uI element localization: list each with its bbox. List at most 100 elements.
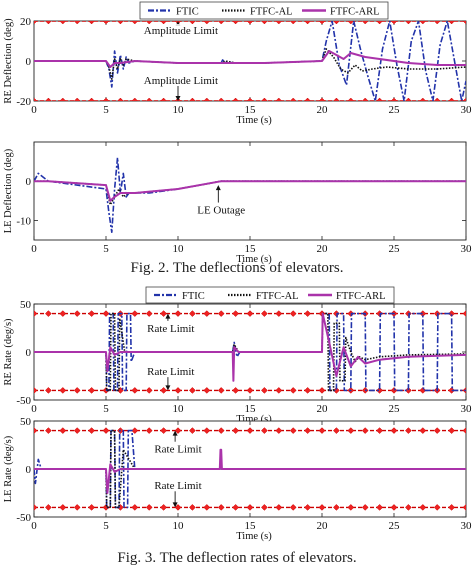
x-tick-label: 20 <box>317 403 329 415</box>
limit-marker <box>217 504 225 511</box>
legend-entry: FTIC <box>182 291 205 302</box>
limit-marker <box>131 21 139 25</box>
annotation-arrowhead <box>215 185 221 191</box>
limit-marker <box>102 504 110 511</box>
limit-marker <box>361 97 369 101</box>
limit-marker <box>462 504 466 511</box>
limit-marker <box>102 21 110 25</box>
limit-marker <box>88 427 95 434</box>
limit-marker <box>217 427 225 434</box>
limit-marker <box>59 427 67 434</box>
limit-marker <box>59 21 67 25</box>
limit-marker <box>433 97 441 101</box>
x-tick-label: 30 <box>461 104 473 116</box>
x-axis-label: Time (s) <box>236 115 272 126</box>
limit-marker <box>232 427 239 434</box>
x-tick-label: 15 <box>245 520 257 532</box>
series-ftfc-arl <box>34 50 466 68</box>
limit-marker <box>304 387 311 394</box>
limit-marker <box>160 310 167 317</box>
limit-marker <box>189 387 196 394</box>
limit-marker <box>131 387 139 394</box>
y-tick-label: 20 <box>20 16 32 28</box>
figure-caption: Fig. 2. The deflections of elevators. <box>130 260 343 276</box>
limit-marker <box>405 427 412 434</box>
annotation-arrowhead <box>172 430 178 436</box>
plot-content <box>34 21 466 101</box>
limit-marker <box>261 97 268 101</box>
x-tick-label: 10 <box>173 243 185 255</box>
limit-marker <box>289 310 297 317</box>
plot-area <box>33 141 467 241</box>
annotation-arrowhead <box>172 502 178 508</box>
limit-marker <box>45 427 52 434</box>
limit-marker <box>217 387 225 394</box>
limit-marker <box>34 427 38 434</box>
limit-marker <box>376 97 383 101</box>
limit-marker <box>419 97 427 101</box>
limit-marker <box>261 427 268 434</box>
limit-marker <box>333 504 340 511</box>
limit-marker <box>390 504 398 511</box>
limit-marker <box>131 427 139 434</box>
limit-marker <box>462 427 466 434</box>
limit-marker <box>246 97 254 101</box>
limit-marker <box>59 310 67 317</box>
limit-marker <box>275 97 283 101</box>
limit-marker <box>145 387 153 394</box>
limit-marker <box>45 504 52 511</box>
limit-marker <box>433 427 441 434</box>
limit-marker <box>217 21 225 25</box>
limit-marker <box>45 21 52 25</box>
x-tick-label: 30 <box>461 403 473 415</box>
limit-marker <box>145 97 153 101</box>
limit-marker <box>304 427 311 434</box>
limit-marker <box>289 504 297 511</box>
limit-marker <box>174 310 182 317</box>
limit-marker <box>59 387 67 394</box>
legend-entry: FTFC-AL <box>250 7 293 18</box>
limit-marker <box>462 97 466 101</box>
x-tick-label: 5 <box>103 243 109 255</box>
x-tick-label: 10 <box>173 520 185 532</box>
x-tick-label: 10 <box>173 403 185 415</box>
limit-marker <box>261 504 268 511</box>
y-tick-label: -20 <box>16 96 31 108</box>
limit-marker <box>189 21 196 25</box>
x-tick-label: 15 <box>245 243 257 255</box>
limit-marker <box>405 21 412 25</box>
limit-marker <box>160 427 167 434</box>
limit-marker <box>203 427 211 434</box>
limit-marker <box>448 21 455 25</box>
limit-marker <box>289 427 297 434</box>
limit-marker <box>246 504 254 511</box>
limit-marker <box>246 427 254 434</box>
limit-marker <box>405 97 412 101</box>
limit-marker <box>448 504 455 511</box>
limit-marker <box>73 97 81 101</box>
x-tick-label: 5 <box>103 403 109 415</box>
limit-marker <box>232 21 239 25</box>
limit-marker <box>34 310 38 317</box>
limit-marker <box>275 310 283 317</box>
limit-marker <box>333 21 340 25</box>
annotation-arrowhead <box>165 313 171 319</box>
limit-marker <box>419 310 427 317</box>
limit-marker <box>117 97 124 101</box>
limit-marker <box>174 387 182 394</box>
y-axis-label: RE Deflection (deg) <box>3 18 14 104</box>
x-axis-label: Time (s) <box>236 531 272 542</box>
limit-marker <box>145 21 153 25</box>
limit-marker <box>145 427 153 434</box>
plot-content <box>34 427 466 511</box>
annotation-label: Rate Limit <box>147 366 194 378</box>
limit-marker <box>462 310 466 317</box>
limit-marker <box>246 310 254 317</box>
limit-marker <box>376 427 383 434</box>
limit-marker <box>189 310 196 317</box>
limit-marker <box>289 97 297 101</box>
y-tick-label: -50 <box>16 395 31 407</box>
limit-marker <box>246 21 254 25</box>
